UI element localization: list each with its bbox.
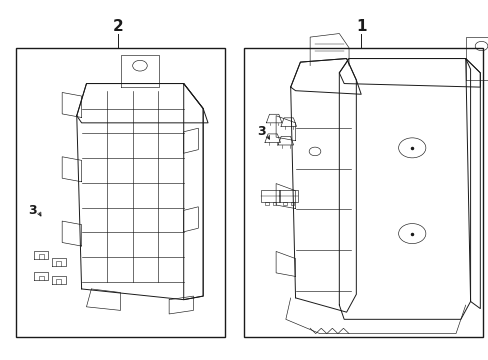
Bar <box>261 190 280 202</box>
Text: 3: 3 <box>257 125 265 138</box>
Bar <box>272 202 276 205</box>
Bar <box>279 190 298 202</box>
Text: 2: 2 <box>112 19 123 34</box>
Bar <box>283 202 286 205</box>
Bar <box>244 48 482 337</box>
Text: 1: 1 <box>355 19 366 34</box>
Bar <box>264 202 268 205</box>
Text: 3: 3 <box>29 204 37 217</box>
Bar <box>290 202 294 205</box>
Bar <box>16 48 224 337</box>
